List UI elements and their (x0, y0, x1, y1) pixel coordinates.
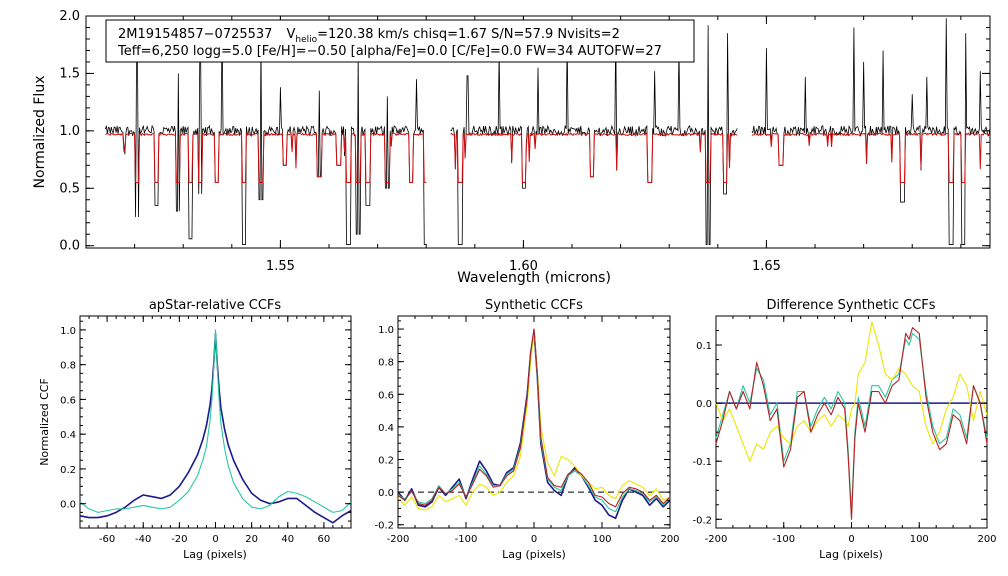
spectrum-x-axis-title: Wavelength (microns) (457, 270, 611, 286)
star-id: 2M19154857−0725537 (118, 27, 272, 42)
diff-ccf-series (715, 321, 988, 520)
x-tick-label: 1.55 (266, 259, 295, 274)
y-tick-label: 0.6 (60, 395, 76, 406)
x-tick-label: 0 (848, 534, 854, 545)
x-tick-label: -40 (135, 534, 151, 545)
spectrum-model-line (450, 131, 738, 184)
y-tick-label: -0.2 (374, 521, 394, 532)
y-tick-label: 0.2 (378, 456, 394, 467)
y-tick-label: -0.2 (692, 515, 712, 526)
x-tick-label: 1.65 (752, 259, 781, 274)
x-tick-label: 40 (281, 534, 294, 545)
y-tick-label: 1.0 (378, 325, 394, 336)
y-tick-label: 0.1 (696, 341, 712, 352)
apstar-ccf-title: apStar-relative CCFs (149, 298, 282, 313)
ccf-series-line (715, 327, 988, 520)
info-line-2: Teff=6,250 logg=5.0 [Fe/H]=−0.50 [alpha/… (117, 44, 662, 59)
spectrum-ticks: 1.55 1.60 1.65 0.0 0.5 1.0 1.5 2.0 (59, 9, 990, 274)
diff-ccf-x-axis-title: Lag (pixels) (819, 548, 883, 561)
info-line-1-values: =120.38 km/s chisq=1.67 S/N=57.9 Nvisits… (317, 27, 620, 42)
ccf-series-line (715, 321, 988, 462)
diff-ccf-panel: -200 -100 0 100 200 -0.2 -0.1 0.0 0.1 Difference… (692, 298, 996, 561)
x-tick-label: 60 (318, 534, 331, 545)
y-tick-label: 1.0 (59, 124, 80, 139)
x-tick-label: 100 (592, 534, 611, 545)
y-tick-label: 0.0 (59, 239, 80, 254)
spectrum-model-line (751, 132, 990, 184)
spectrum-y-axis-title: Normalized Flux (32, 76, 48, 189)
x-tick-label: 0 (531, 534, 537, 545)
y-tick-label: 0.0 (696, 399, 712, 410)
x-tick-label: 20 (245, 534, 258, 545)
apstar-ccf-series (79, 329, 352, 524)
v-helio-label: V (286, 27, 295, 42)
ccf-series-line (397, 329, 671, 520)
synthetic-ccf-x-axis-title: Lag (pixels) (502, 548, 566, 561)
apstar-ccf-panel: -60 -40 -20 0 20 40 60 0.0 0.2 0.4 0.6 0.8 1.0 apSta… (38, 298, 352, 561)
ccf-series-line (397, 328, 671, 508)
apstar-ccf-y-axis-title: Normalized CCF (38, 378, 51, 466)
x-tick-label: 0 (212, 534, 218, 545)
synthetic-ccf-series (397, 328, 671, 520)
info-line-1: 2M19154857−0725537 Vhelio=120.38 km/s chi… (118, 27, 620, 45)
ccf-series-line (79, 329, 352, 513)
x-tick-label: -200 (387, 534, 410, 545)
y-tick-label: 0.4 (378, 423, 394, 434)
spectrum-frame (85, 15, 991, 249)
spectrum-model-line (105, 131, 427, 184)
y-tick-label: -0.1 (692, 457, 712, 468)
x-tick-label: -100 (455, 534, 478, 545)
spectrum-model-series (105, 131, 990, 184)
info-box-frame (105, 19, 695, 63)
y-tick-label: 0.4 (60, 430, 76, 441)
y-tick-label: 1.0 (60, 326, 76, 337)
x-tick-label: -100 (772, 534, 795, 545)
synthetic-ccf-ticks: -200 -100 0 100 200 -0.2 0.0 0.2 0.4 0.6 0.8 1.0 (374, 316, 680, 545)
synthetic-ccf-title: Synthetic CCFs (485, 298, 583, 313)
ccf-series-line (397, 328, 671, 513)
v-helio-subscript: helio (295, 35, 317, 45)
y-tick-label: 0.8 (378, 358, 394, 369)
spectrum-panel: 1.55 1.60 1.65 0.0 0.5 1.0 1.5 2.0 Wavelength (… (32, 9, 991, 286)
y-tick-label: 0.0 (378, 488, 394, 499)
ccf-series-line (397, 331, 671, 511)
y-tick-label: 0.5 (59, 181, 80, 196)
apstar-ccf-x-axis-title: Lag (pixels) (183, 548, 247, 561)
apstar-ccf-frame (79, 315, 352, 529)
y-tick-label: 0.8 (60, 361, 76, 372)
info-box: 2M19154857−0725537 Vhelio=120.38 km/s chi… (105, 19, 695, 63)
diff-ccf-frame (715, 315, 988, 529)
x-tick-label: 200 (660, 534, 679, 545)
y-tick-label: 0.2 (60, 465, 76, 476)
x-tick-label: -20 (171, 534, 187, 545)
synthetic-ccf-panel: -200 -100 0 100 200 -0.2 0.0 0.2 0.4 0.6 0.8 1.0 Sy… (374, 298, 679, 561)
ccf-series-line (79, 332, 352, 524)
y-tick-label: 1.5 (59, 66, 80, 81)
apstar-ccf-ticks: -60 -40 -20 0 20 40 60 0.0 0.2 0.4 0.6 0.8 1.0 (60, 316, 352, 545)
y-tick-label: 2.0 (59, 9, 80, 24)
y-tick-label: 0.6 (378, 390, 394, 401)
x-tick-label: 200 (977, 534, 996, 545)
x-tick-label: -60 (99, 534, 115, 545)
x-tick-label: -200 (705, 534, 728, 545)
spectrum-observed-line (751, 18, 990, 245)
diff-ccf-ticks: -200 -100 0 100 200 -0.2 -0.1 0.0 0.1 (692, 315, 997, 545)
x-tick-label: 100 (910, 534, 929, 545)
y-tick-label: 0.0 (60, 500, 76, 511)
diff-ccf-title: Difference Synthetic CCFs (766, 298, 935, 313)
ccf-series-line (715, 332, 988, 515)
x-tick-label: 1.60 (509, 259, 538, 274)
